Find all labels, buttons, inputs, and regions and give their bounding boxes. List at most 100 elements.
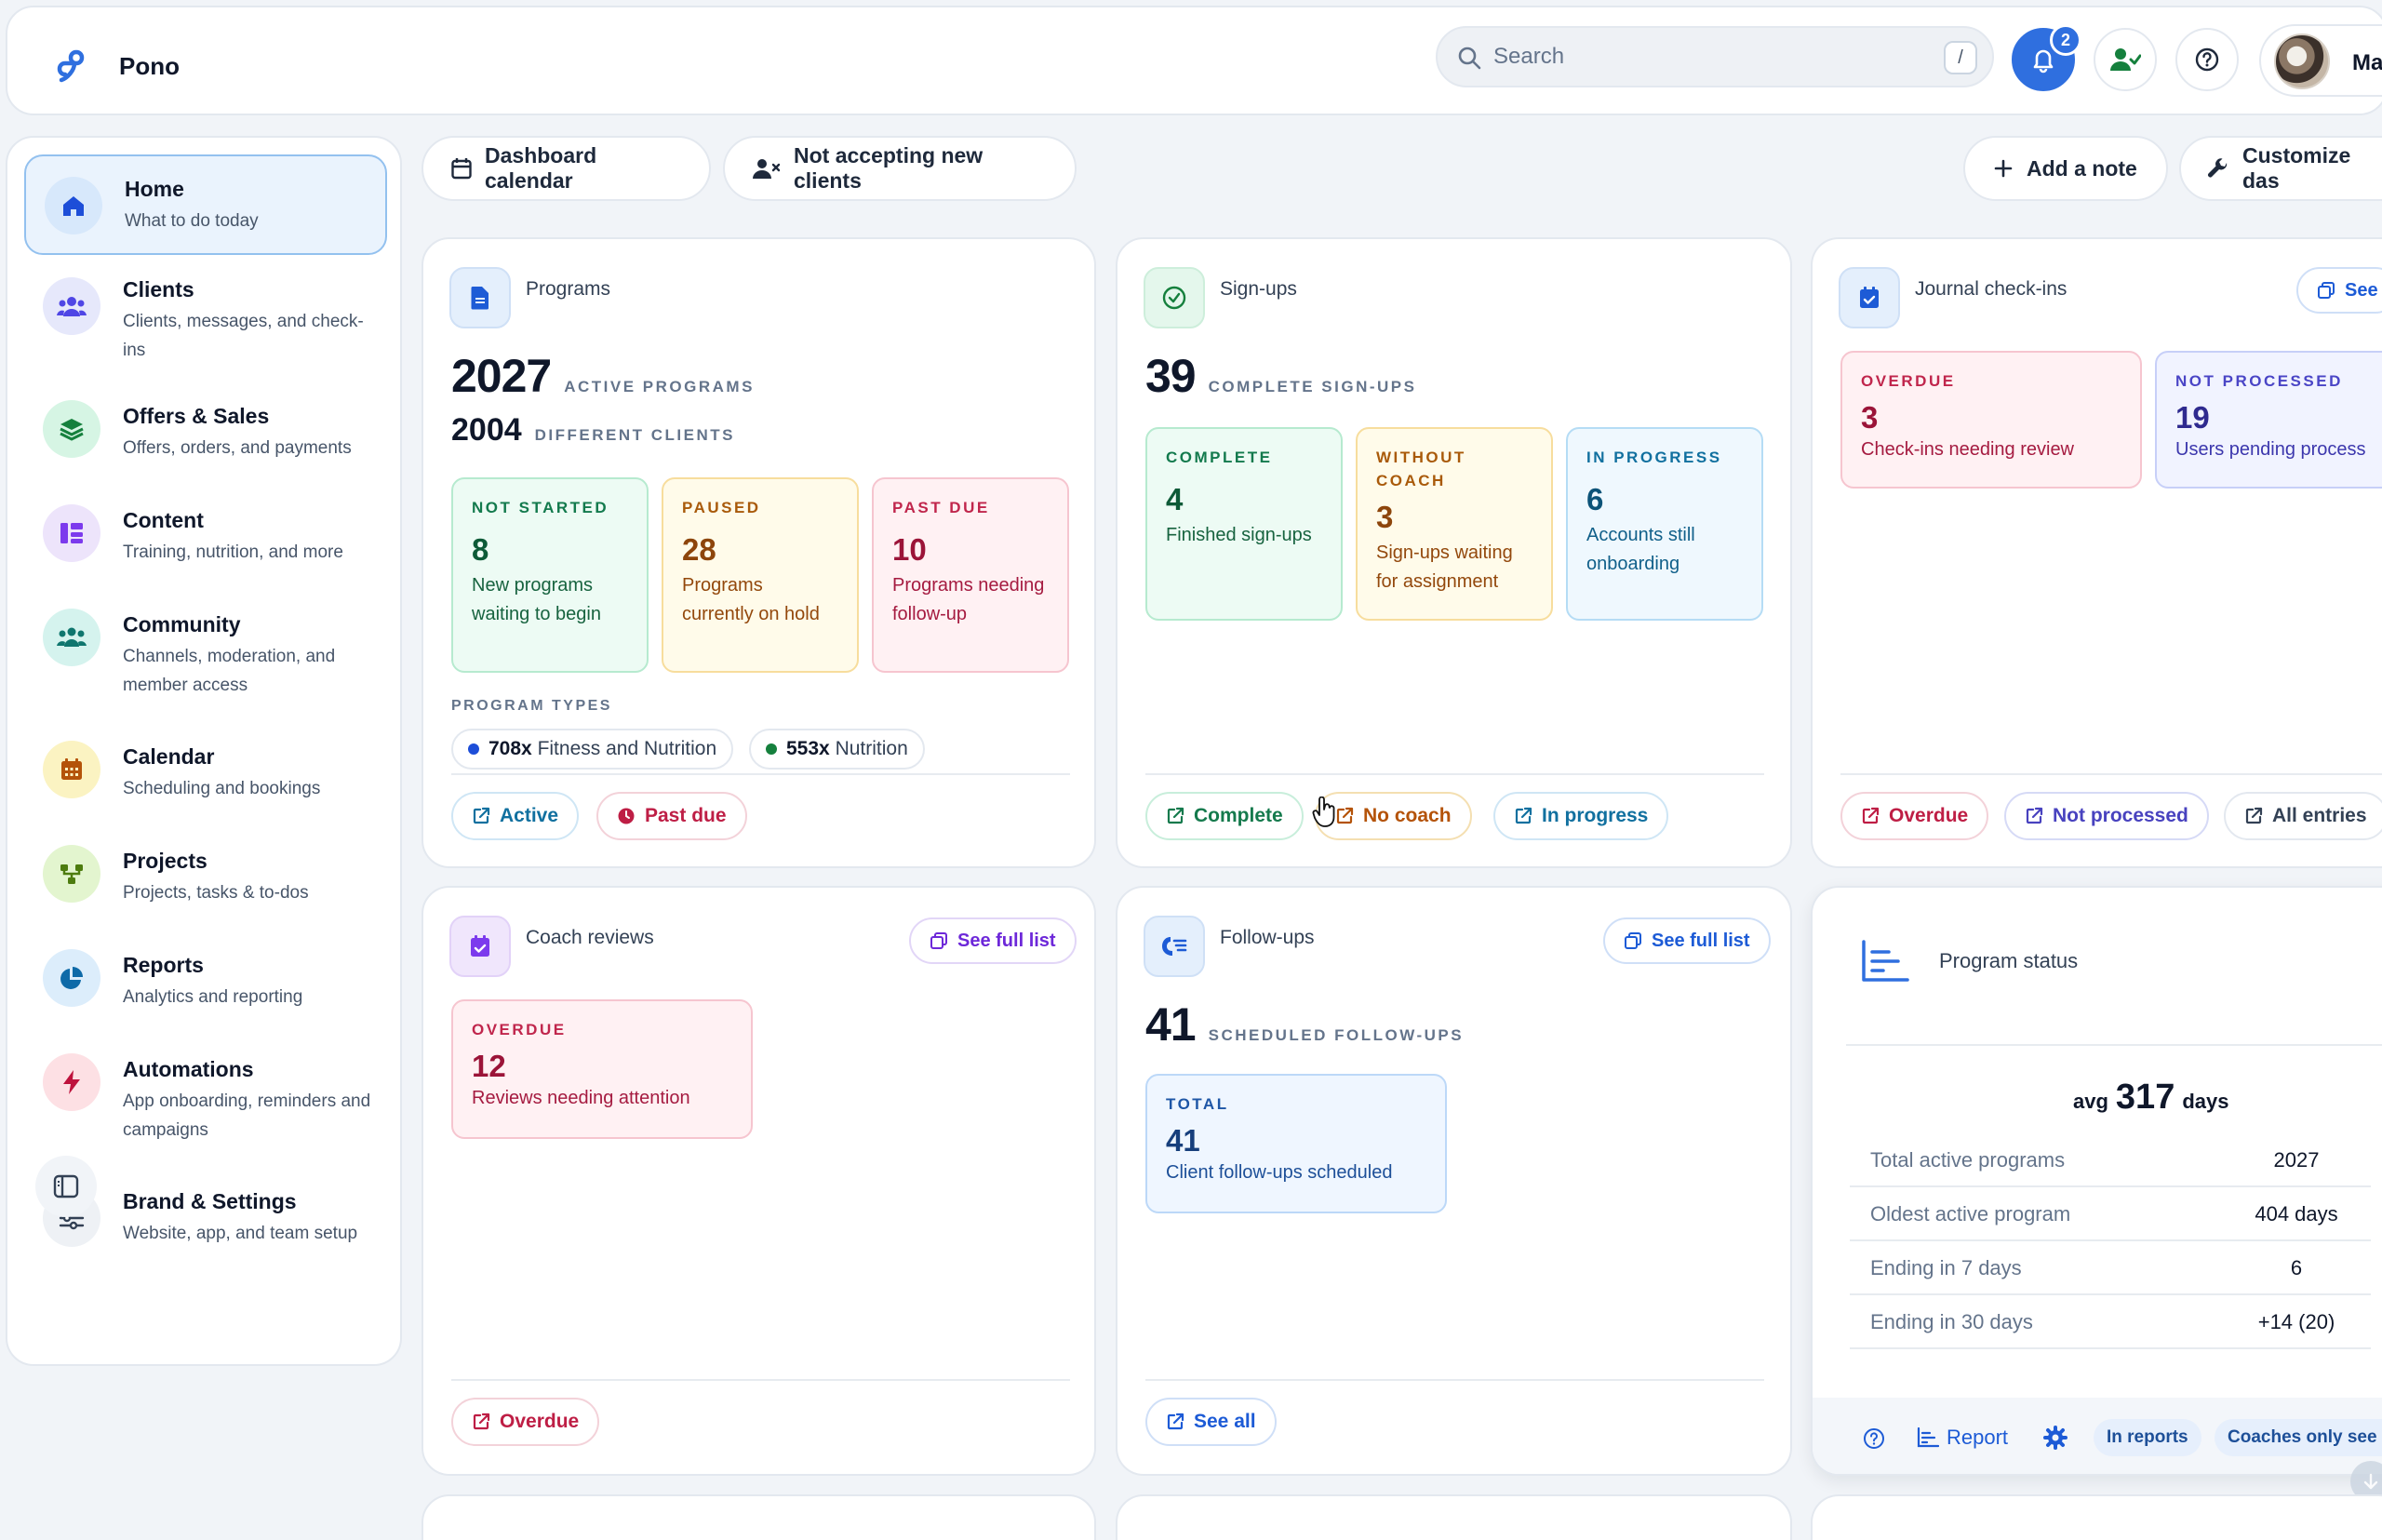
external-link-icon <box>1861 807 1880 825</box>
followups-card: Follow-ups See full list 41 SCHEDULED FO… <box>1116 886 1792 1476</box>
no-coach-link-button[interactable]: No coach <box>1315 792 1472 840</box>
stat-label: OVERDUE <box>472 1021 567 1038</box>
sidebar-item-offers-sales[interactable]: Offers & Sales Offers, orders, and payme… <box>24 400 387 475</box>
sidebar-item-automations[interactable]: Automations App onboarding, reminders an… <box>24 1053 387 1156</box>
scheduled-followups-count: 41 <box>1145 998 1197 1051</box>
overdue-reviews-stat[interactable]: OVERDUE 12 Reviews needing attention <box>451 999 753 1139</box>
past-due-stat[interactable]: PAST DUE 10 Programs needing follow-up <box>872 477 1069 673</box>
next-row-card <box>422 1494 1096 1540</box>
complete-link-button[interactable]: Complete <box>1145 792 1304 840</box>
stat-value: 28 <box>682 532 716 567</box>
add-note-button[interactable]: Add a note <box>1963 136 2168 201</box>
home-icon <box>45 177 102 234</box>
sidebar-item-subtitle: App onboarding, reminders and campaigns <box>123 1091 371 1140</box>
see-full-list-button[interactable]: See full list <box>1603 917 1771 964</box>
different-clients-count: 2004 <box>451 412 522 448</box>
not-processed-link-label: Not processed <box>2053 805 2188 826</box>
search-input[interactable] <box>1493 37 1903 76</box>
sidebar-item-clients[interactable]: Clients Clients, messages, and check-ins <box>24 268 387 370</box>
program-type-pill[interactable]: 553x Nutrition <box>749 729 925 770</box>
sidebar-item-title: Content <box>123 508 204 532</box>
external-link-icon <box>1514 807 1532 825</box>
help-button[interactable] <box>2175 28 2239 91</box>
stat-description: Finished sign-ups <box>1166 525 1312 545</box>
user-check-button[interactable] <box>2094 28 2157 91</box>
active-programs-label: ACTIVE PROGRAMS <box>564 378 755 395</box>
dashboard-calendar-button[interactable]: Dashboard calendar <box>422 136 711 201</box>
sidebar-item-subtitle: Channels, moderation, and member access <box>123 647 336 695</box>
sidebar-item-title: Home <box>125 177 184 201</box>
in-progress-link-label: In progress <box>1542 805 1649 826</box>
user-menu[interactable]: Ma <box>2259 24 2382 97</box>
avg-unit: days <box>2182 1090 2229 1113</box>
external-link-icon <box>1166 807 1184 825</box>
customize-dashboard-button[interactable]: Customize das <box>2179 136 2382 201</box>
past-due-link-button[interactable]: Past due <box>596 792 747 840</box>
program-type-count: 553x <box>786 738 830 759</box>
help-icon[interactable] <box>1863 1427 1885 1450</box>
stat-label: IN PROGRESS <box>1586 449 1722 466</box>
sidebar-item-calendar[interactable]: Calendar Scheduling and bookings <box>24 741 387 815</box>
sidebar-toggle-icon <box>53 1174 79 1199</box>
sidebar-item-reports[interactable]: Reports Analytics and reporting <box>24 949 387 1024</box>
in-progress-link-button[interactable]: In progress <box>1493 792 1669 840</box>
stat-value: 3 <box>1376 500 1394 534</box>
stat-description: Programs currently on hold <box>682 575 820 624</box>
sidebar-item-title: Calendar <box>123 744 215 769</box>
stat-label: OVERDUE <box>1861 372 1956 390</box>
scheduled-followups-label: SCHEDULED FOLLOW-UPS <box>1208 1026 1465 1044</box>
sidebar-item-title: Automations <box>123 1057 254 1081</box>
all-entries-link-button[interactable]: All entries <box>2224 792 2382 840</box>
content-blocks-icon <box>43 504 100 562</box>
not-processed-link-button[interactable]: Not processed <box>2004 792 2209 840</box>
user-x-icon <box>753 157 781 180</box>
card-title: Journal check-ins <box>1915 278 2068 300</box>
complete-stat[interactable]: COMPLETE 4 Finished sign-ups <box>1145 427 1343 621</box>
overdue-checkins-stat[interactable]: OVERDUE 3 Check-ins needing review <box>1840 351 2142 489</box>
not-processed-stat[interactable]: NOT PROCESSED 19 Users pending process <box>2155 351 2382 489</box>
sidebar-item-community[interactable]: Community Channels, moderation, and memb… <box>24 609 387 711</box>
program-type-name: Nutrition <box>835 738 908 759</box>
sidebar-item-content[interactable]: Content Training, nutrition, and more <box>24 504 387 579</box>
sidebar-item-subtitle: Offers, orders, and payments <box>123 438 352 458</box>
stat-label: PAUSED <box>682 499 761 516</box>
not-accepting-clients-button[interactable]: Not accepting new clients <box>723 136 1077 201</box>
total-followups-stat[interactable]: TOTAL 41 Client follow-ups scheduled <box>1145 1074 1447 1213</box>
collapse-sidebar-button[interactable] <box>35 1156 97 1217</box>
without-coach-stat[interactable]: WITHOUT COACH 3 Sign-ups waiting for ass… <box>1356 427 1553 621</box>
different-clients-label: DIFFERENT CLIENTS <box>534 426 735 444</box>
paused-stat[interactable]: PAUSED 28 Programs currently on hold <box>662 477 859 673</box>
table-row: Ending in 30 days +14 (20) <box>1850 1295 2371 1349</box>
see-full-list-button[interactable]: See <box>2296 267 2382 314</box>
active-link-button[interactable]: Active <box>451 792 580 840</box>
row-label: Ending in 7 days <box>1870 1256 2022 1279</box>
report-button[interactable]: Report <box>1917 1426 2008 1450</box>
see-full-list-button[interactable]: See full list <box>909 917 1077 964</box>
sidebar-item-subtitle: What to do today <box>125 211 259 231</box>
user-check-icon <box>2109 46 2141 74</box>
search-icon <box>1456 45 1482 71</box>
active-link-label: Active <box>500 805 559 826</box>
overdue-link-button[interactable]: Overdue <box>451 1398 600 1446</box>
not-started-stat[interactable]: NOT STARTED 8 New programs waiting to be… <box>451 477 649 673</box>
overdue-link-button[interactable]: Overdue <box>1840 792 1989 840</box>
stat-label: WITHOUT COACH <box>1376 449 1466 489</box>
follow-up-icon <box>1144 916 1205 977</box>
sidebar-item-subtitle: Training, nutrition, and more <box>123 542 343 562</box>
sidebar-item-home[interactable]: Home What to do today <box>24 154 387 255</box>
sidebar-item-projects[interactable]: Projects Projects, tasks & to-dos <box>24 845 387 919</box>
search-bar[interactable]: / <box>1436 26 1994 87</box>
gear-icon[interactable] <box>2043 1426 2068 1450</box>
pono-logo-icon[interactable] <box>54 43 97 86</box>
stat-description: Accounts still onboarding <box>1586 525 1695 574</box>
see-full-list-label: See full list <box>957 930 1056 951</box>
coaches-only-badge: Coaches only see o <box>2215 1419 2382 1456</box>
community-icon <box>43 609 100 666</box>
external-link-icon <box>1335 807 1354 825</box>
divider <box>1145 773 1764 775</box>
see-all-link-button[interactable]: See all <box>1145 1398 1277 1446</box>
divider <box>1145 1379 1764 1381</box>
users-icon <box>43 277 100 335</box>
in-progress-stat[interactable]: IN PROGRESS 6 Accounts still onboarding <box>1566 427 1763 621</box>
program-type-pill[interactable]: 708x Fitness and Nutrition <box>451 729 734 770</box>
